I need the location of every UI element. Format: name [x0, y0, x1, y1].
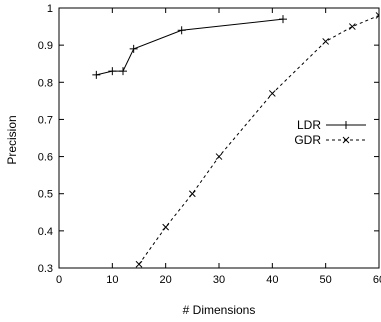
x-tick-label: 30: [213, 274, 225, 286]
gdr-data-point: [348, 23, 356, 30]
gdr-data-point: [375, 12, 379, 19]
ldr-data-point: [129, 44, 138, 53]
gdr-data-point: [322, 38, 330, 45]
ldr-legend-label: LDR: [297, 118, 321, 132]
y-axis-ticks: 0.3 0.4 0.5 0.6 0.7 0.8 0.9 1: [38, 3, 379, 275]
y-tick-label: 0.6: [38, 152, 53, 164]
x-axis-label: # Dimensions: [183, 303, 256, 317]
y-tick-label: 0.4: [38, 226, 53, 238]
gdr-data-point: [162, 223, 170, 231]
x-tick-label: 10: [106, 274, 118, 286]
plot-border: [58, 7, 380, 269]
ldr-data-point: [279, 15, 287, 24]
plot-frame: [58, 7, 380, 269]
y-tick-label: 0.5: [38, 189, 53, 201]
x-axis-ticks: 0 10 20 30 40 50 60: [56, 8, 381, 286]
x-tick-label: 60: [373, 274, 381, 286]
x-tick-label: 50: [320, 274, 332, 286]
ldr-legend-marker: [342, 121, 350, 129]
series-group: [92, 12, 379, 268]
gdr-legend-marker: [342, 136, 350, 144]
ldr-data-point: [177, 26, 186, 35]
gdr-series-line: [138, 14, 379, 265]
y-tick-label: 1: [47, 3, 53, 15]
y-tick-label: 0.8: [38, 77, 53, 89]
x-tick-label: 40: [266, 274, 278, 286]
y-axis-label: Precision: [5, 115, 19, 164]
gdr-data-point: [268, 90, 276, 97]
gdr-legend-label: GDR: [294, 133, 321, 147]
ldr-series-line: [96, 18, 284, 76]
gdr-data-point: [188, 190, 196, 198]
ldr-data-point: [119, 67, 127, 76]
gdr-data-point: [135, 260, 143, 268]
x-tick-label: 0: [56, 274, 62, 286]
x-tick-label: 20: [160, 274, 172, 286]
y-tick-label: 0.3: [38, 263, 53, 275]
ldr-data-point: [92, 70, 101, 79]
gdr-data-point: [215, 153, 223, 160]
ldr-data-point: [108, 67, 117, 76]
y-tick-label: 0.9: [38, 40, 53, 52]
y-tick-label: 0.7: [38, 114, 53, 126]
